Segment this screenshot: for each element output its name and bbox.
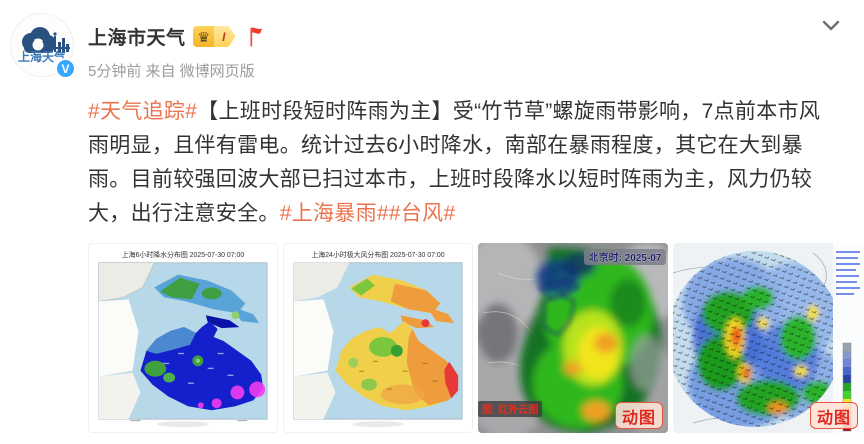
wind-map-title: 上海24小时极大风分布图 2025-07-30 07:00 [311,250,444,259]
crown-icon: ♛ [192,26,215,47]
satellite-graphic: 北京时: 2025-07 图: 红外云图 [478,243,668,433]
post-body-text: 【上班时段短时阵雨为主】受“竹节草”螺旋雨带影响，7点前本市风雨明显，且伴有雷电… [88,100,821,225]
gif-badge: 动图 [810,402,858,429]
gif-badge-label: 动图 [816,409,851,427]
username[interactable]: 上海市天气 [88,28,186,49]
verified-badge: V [55,58,76,79]
collapse-button[interactable] [820,16,842,34]
avatar-image: 上海天气 [10,13,74,77]
satellite-caption: 图: 红外云图 [482,403,538,416]
red-flag-icon [248,26,266,48]
post-text: #天气追踪#【上班时段短时阵雨为主】受“竹节草”螺旋雨带影响，7点前本市风雨明显… [88,95,832,231]
image-wind-map[interactable]: 上海24小时极大风分布图 2025-07-30 07:00 [283,243,473,433]
rain-map-graphic: 上海6小时降水分布图 2025-07-30 07:00 [89,244,277,432]
chevron-down-icon [822,20,840,30]
image-rain-map[interactable]: 上海6小时降水分布图 2025-07-30 07:00 [88,243,278,433]
hashtag-weather-tracking[interactable]: #天气追踪# [88,100,198,123]
satellite-time-label: 北京时: 2025-07 [589,251,662,264]
username-row: 上海市天气 ♛ I [88,23,266,50]
vip-level-label: I [214,26,235,47]
wind-map-graphic: 上海24小时极大风分布图 2025-07-30 07:00 [284,244,472,432]
image-radar[interactable]: 动图 [673,243,863,433]
media-grid: 上海6小时降水分布图 2025-07-30 07:00 [88,243,863,433]
hashtag-shanghai-rainstorm[interactable]: #上海暴雨# [279,202,389,225]
avatar-caption-text: 上海天气 [18,49,66,64]
vip-crown-badge[interactable]: ♛ I [192,26,236,47]
avatar[interactable]: 上海天气 V [10,13,76,79]
gif-badge: 动图 [615,402,663,429]
verified-letter: V [61,61,70,76]
hashtag-typhoon[interactable]: #台风# [388,202,456,225]
rain-map-title: 上海6小时降水分布图 2025-07-30 07:00 [122,250,245,259]
post-meta-time-source[interactable]: 5分钟前 来自 微博网页版 [88,63,255,80]
gif-badge-label: 动图 [621,409,656,427]
image-satellite-cloud[interactable]: 北京时: 2025-07 图: 红外云图 动图 [478,243,668,433]
